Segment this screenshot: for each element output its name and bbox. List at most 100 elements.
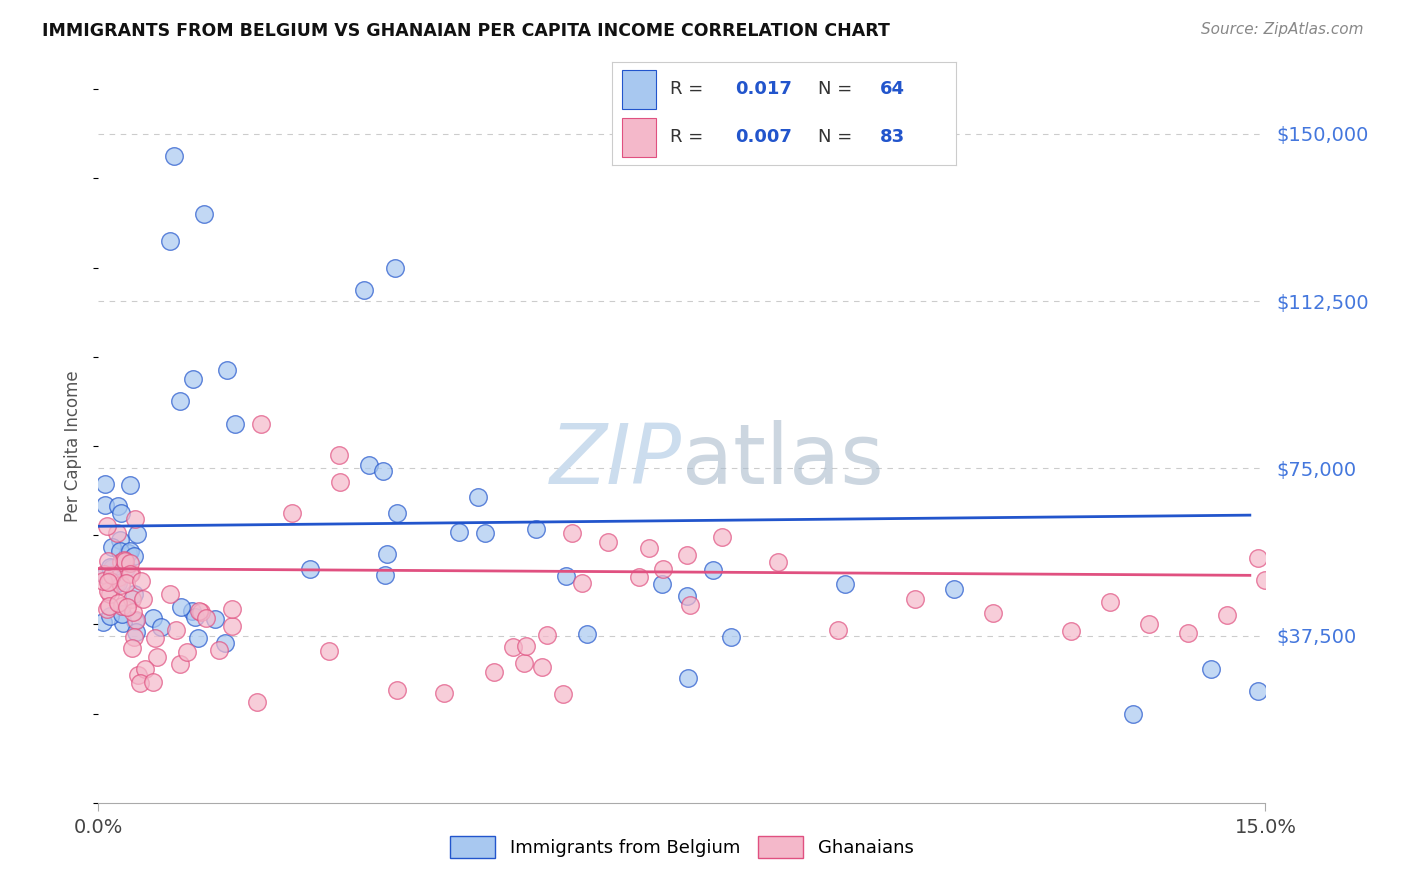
Point (502, 640, 524, 655)
Point (165, 624, 187, 638)
Text: ZIP: ZIP (550, 420, 682, 500)
Point (1246, 550, 1268, 565)
Point (127, 667, 149, 681)
Point (766, 556, 789, 570)
Point (214, 636, 236, 650)
Point (195, 611, 218, 625)
Point (904, 591, 927, 606)
Point (467, 490, 489, 504)
Point (353, 283, 375, 297)
Point (1246, 684, 1268, 698)
Point (221, 602, 243, 616)
Point (250, 417, 273, 431)
Point (834, 577, 856, 591)
Point (96, 602, 118, 616)
Point (100, 574, 122, 588)
Point (827, 623, 849, 637)
Point (170, 599, 193, 614)
Point (1215, 608, 1237, 623)
Point (675, 548, 697, 562)
Point (134, 662, 156, 676)
Point (107, 596, 129, 610)
Point (122, 630, 145, 644)
Point (676, 671, 699, 685)
Point (318, 643, 340, 657)
Point (531, 660, 554, 674)
Point (651, 577, 673, 591)
Point (110, 607, 132, 622)
Text: 0.017: 0.017 (735, 80, 793, 98)
Point (145, 649, 167, 664)
Point (120, 567, 142, 582)
Point (474, 525, 496, 540)
Point (110, 577, 132, 591)
Point (169, 657, 191, 671)
Point (114, 576, 136, 591)
Point (385, 506, 408, 520)
Point (121, 641, 143, 656)
Point (638, 541, 661, 556)
Point (981, 606, 1004, 620)
Point (159, 234, 181, 248)
Point (512, 656, 534, 670)
Text: 64: 64 (880, 80, 905, 98)
Point (118, 478, 141, 492)
Point (1098, 595, 1121, 609)
Point (101, 561, 124, 575)
Text: IMMIGRANTS FROM BELGIUM VS GHANAIAN PER CAPITA INCOME CORRELATION CHART: IMMIGRANTS FROM BELGIUM VS GHANAIAN PER … (42, 22, 890, 40)
Point (221, 619, 243, 633)
Point (104, 575, 127, 590)
Point (176, 645, 198, 659)
Point (384, 260, 406, 275)
Point (1177, 626, 1199, 640)
Point (524, 522, 547, 536)
Point (93, 568, 115, 582)
Text: R =: R = (671, 80, 709, 98)
Point (159, 587, 181, 601)
Point (107, 499, 129, 513)
Text: N =: N = (818, 128, 858, 146)
Point (131, 574, 153, 588)
Point (187, 632, 209, 646)
Point (536, 628, 558, 642)
Point (169, 394, 191, 409)
Point (122, 605, 145, 619)
Point (375, 547, 398, 561)
Text: 0.007: 0.007 (735, 128, 793, 146)
Point (204, 612, 226, 626)
Point (96, 519, 118, 533)
Point (131, 592, 153, 607)
Point (180, 604, 202, 618)
Point (97, 554, 120, 568)
Point (943, 582, 966, 596)
Text: 83: 83 (880, 128, 905, 146)
Text: R =: R = (671, 128, 709, 146)
Point (515, 639, 537, 653)
Point (596, 534, 619, 549)
Y-axis label: Per Capita Income: Per Capita Income (65, 370, 83, 522)
Point (702, 563, 724, 577)
Point (183, 610, 205, 624)
Point (371, 464, 394, 478)
Point (124, 614, 146, 628)
Point (628, 570, 651, 584)
Point (561, 526, 583, 541)
Point (385, 683, 408, 698)
Point (143, 631, 166, 645)
Point (651, 562, 673, 576)
Point (98, 587, 121, 601)
Point (129, 676, 152, 690)
Point (115, 560, 138, 574)
Point (98, 599, 121, 613)
Point (193, 207, 215, 221)
Point (482, 665, 505, 680)
Point (100, 540, 122, 554)
Point (359, 458, 381, 472)
Point (1137, 617, 1160, 632)
Point (117, 600, 139, 615)
Point (117, 546, 139, 560)
Point (181, 372, 204, 386)
Point (215, 363, 238, 377)
Point (187, 604, 209, 618)
Point (246, 695, 269, 709)
